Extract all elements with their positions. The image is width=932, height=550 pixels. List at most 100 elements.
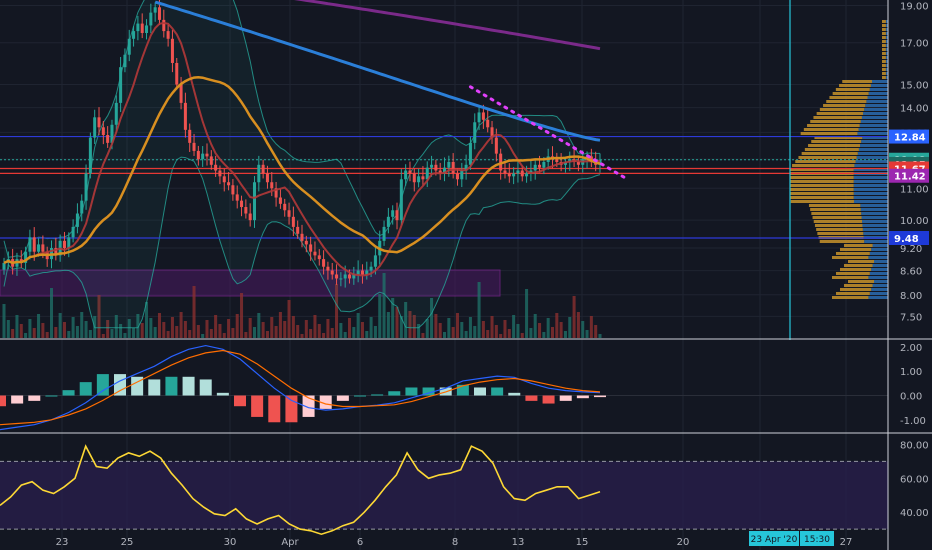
candle-body	[296, 226, 300, 234]
volume-bar	[257, 313, 261, 338]
volume-bar	[443, 332, 447, 338]
macd-histogram-bar	[0, 395, 6, 407]
macd-histogram-bar	[422, 387, 435, 396]
candle-body	[542, 161, 546, 168]
candle-body	[119, 67, 123, 103]
volume-bar	[481, 321, 485, 338]
volume-bar	[339, 323, 343, 338]
rsi-pane[interactable]	[0, 444, 888, 536]
volume-profile-bar-down	[803, 128, 859, 131]
volume-bar	[365, 331, 369, 338]
volume-bar	[162, 322, 166, 338]
volume-bar	[538, 323, 542, 338]
volume-bar	[24, 333, 28, 338]
volume-bar	[58, 313, 62, 338]
volume-profile-bar-up	[858, 148, 888, 151]
volume-bar	[412, 315, 416, 338]
volume-profile-bar-down	[810, 208, 861, 211]
trendline[interactable]	[468, 85, 627, 180]
volume-bar	[533, 314, 537, 338]
cursor-time: 15:30	[804, 535, 830, 545]
volume-bar	[19, 324, 23, 338]
candle-body	[335, 274, 339, 279]
volume-profile-bar-down	[790, 168, 854, 171]
volume-profile-bar-up	[871, 288, 888, 291]
candle-body	[123, 54, 127, 68]
candle-body	[84, 173, 88, 201]
time-tick-label: 6	[357, 537, 363, 548]
candle-body	[188, 129, 192, 143]
moving-average-purple	[294, 0, 601, 51]
volume-bar	[563, 331, 567, 338]
candle-body	[438, 170, 442, 174]
volume-profile-bar-down	[882, 68, 886, 71]
descending-trendline[interactable]	[468, 85, 627, 180]
volume-bar	[369, 317, 373, 338]
volume-profile-bar-up	[853, 192, 888, 195]
volume-bar	[166, 331, 170, 338]
candle-body	[235, 194, 239, 201]
macd-histogram-bar	[491, 387, 504, 396]
time-tick-label: 8	[452, 537, 458, 548]
price-badge-label: 12.84	[894, 133, 926, 144]
macd-histogram-bar	[165, 376, 178, 396]
volume-profile-bar-up	[885, 44, 888, 47]
macd-histogram-bar	[302, 395, 315, 417]
candle-body	[97, 117, 101, 128]
volume-bar	[283, 321, 287, 338]
volume-bar	[296, 325, 300, 338]
candle-body	[395, 210, 399, 221]
candle-body	[481, 112, 485, 120]
volume-profile-bar-up	[853, 176, 888, 179]
volume-bar	[244, 332, 248, 338]
macd-histogram-bar	[371, 394, 384, 396]
macd-pane[interactable]	[0, 344, 888, 431]
volume-profile-bar-down	[798, 156, 857, 159]
volume-profile-bar-up	[868, 296, 888, 299]
volume-bar	[395, 307, 399, 338]
candle-body	[460, 170, 464, 180]
price-badge	[889, 129, 929, 144]
volume-profile-bar-down	[844, 244, 873, 247]
volume-profile-bar-down	[792, 164, 855, 167]
macd-histogram-bar	[114, 374, 126, 396]
candle-body	[106, 134, 110, 143]
volume-profile-bar-up	[853, 168, 888, 171]
volume-profile-bar-up	[885, 48, 888, 51]
volume-profile-bar-up	[862, 228, 888, 231]
volume-profile-bar-up	[872, 264, 888, 267]
volume-profile-bar-down	[882, 76, 886, 79]
candle-body	[507, 173, 511, 177]
macd-tick-label: 2.00	[900, 343, 922, 354]
volume-bar	[252, 327, 257, 338]
volume-profile-bar-up	[869, 292, 888, 295]
volume-bar	[188, 330, 192, 338]
time-tick-label: 30	[224, 537, 237, 548]
price-tick-label: 8.00	[900, 291, 922, 302]
volume-bar	[28, 319, 32, 338]
volume-bar	[499, 334, 503, 338]
candle-body	[209, 156, 213, 165]
volume-bar	[209, 329, 213, 338]
price-pane[interactable]	[0, 0, 888, 340]
volume-profile-bar-up	[885, 36, 888, 39]
macd-histogram-bar	[96, 374, 109, 396]
volume-profile-bar-up	[865, 104, 888, 107]
volume-profile-bar-down	[790, 200, 854, 203]
volume-bar	[149, 318, 153, 338]
moving-average-red	[3, 21, 601, 277]
volume-bar	[378, 294, 382, 338]
volume-bar	[460, 322, 464, 338]
volume-bar	[473, 326, 477, 338]
volume-profile-bar-up	[862, 224, 888, 227]
moving-average-orange	[3, 75, 601, 265]
time-axis[interactable]: 23 25 30 Apr 6 8 13 15 20 27	[56, 537, 853, 548]
volume-bar	[218, 324, 222, 338]
volume-profile-bar-up	[885, 32, 888, 35]
macd-histogram-bar	[474, 387, 486, 396]
volume-profile-bar-up	[862, 220, 888, 223]
volume-bar	[347, 318, 352, 338]
candle-body	[140, 23, 144, 34]
rsi-line	[0, 444, 601, 536]
